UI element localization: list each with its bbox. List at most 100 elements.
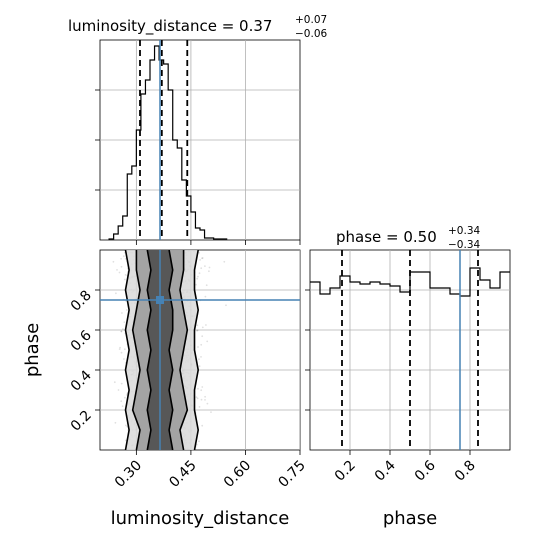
scatter-point	[204, 395, 207, 398]
scatter-point	[201, 424, 204, 427]
x-tick-label: 0.2	[332, 458, 359, 485]
contour-line	[146, 250, 152, 450]
y-tick-label: 0.8	[68, 288, 95, 315]
scatter-point	[120, 257, 122, 260]
xlabel-luminosity: luminosity_distance	[111, 508, 290, 529]
scatter-point	[196, 329, 198, 332]
contour-line	[124, 250, 130, 450]
scatter-point	[117, 389, 120, 391]
scatter-point	[200, 343, 203, 346]
2d-scatter-panel	[95, 250, 301, 455]
phase-histogram-panel	[305, 250, 510, 455]
x-tick-label: 0.6	[412, 457, 439, 484]
histogram-step-luminosity	[108, 45, 228, 240]
contour-line	[193, 250, 200, 450]
xlabel-phase: phase	[383, 508, 437, 529]
scatter-point	[124, 396, 126, 399]
scatter-point	[121, 405, 124, 408]
scatter-point	[208, 266, 211, 269]
scatter-point	[198, 406, 201, 408]
scatter-point	[114, 421, 117, 424]
truth-marker	[156, 296, 164, 304]
x-tick-label: 0.75	[275, 458, 308, 491]
scatter-point	[196, 277, 199, 280]
scatter-point	[208, 270, 210, 273]
title-phase: phase = 0.50	[336, 228, 437, 246]
scatter-point	[121, 312, 123, 314]
contour-line	[131, 250, 141, 450]
scatter-point	[120, 330, 123, 333]
scatter-point	[201, 257, 203, 260]
scatter-point	[200, 267, 203, 270]
scatter-point	[112, 260, 115, 263]
scatter-point	[119, 346, 121, 349]
scatter-point	[205, 324, 207, 326]
scatter-point	[201, 386, 204, 388]
scatter-point	[206, 340, 209, 343]
x-tick-label: 0.30	[112, 458, 145, 491]
x-tick-label: 0.45	[166, 458, 199, 491]
scatter-point	[123, 278, 126, 281]
scatter-point	[204, 265, 206, 267]
scatter-point	[204, 295, 207, 298]
ylabel-phase: phase	[22, 323, 43, 377]
title-luminosity-plus: +0.07	[295, 14, 327, 26]
scatter-point	[124, 274, 127, 276]
scatter-point	[123, 321, 126, 324]
scatter-point	[198, 365, 201, 367]
scatter-point	[118, 271, 121, 274]
scatter-point	[120, 382, 123, 385]
x-tick-label: 0.4	[372, 457, 399, 484]
scatter-point	[122, 255, 125, 258]
scatter-point	[122, 328, 124, 330]
title-luminosity-minus: −0.06	[295, 28, 327, 40]
scatter-inner	[100, 250, 300, 450]
scatter-point	[116, 269, 118, 271]
x-tick-label: 0.60	[221, 458, 254, 491]
scatter-point	[197, 275, 199, 278]
scatter-point	[197, 346, 199, 348]
scatter-point	[198, 440, 200, 443]
scatter-point	[120, 400, 123, 403]
scatter-point	[198, 358, 200, 361]
scatter-point	[196, 397, 199, 400]
scatter-point	[125, 424, 127, 427]
y-tick-label: 0.6	[68, 327, 95, 354]
luminosity-histogram-panel	[95, 40, 301, 245]
title-phase-minus: −0.34	[448, 239, 480, 251]
scatter-point	[223, 260, 226, 263]
scatter-point	[120, 351, 123, 354]
scatter-point	[196, 329, 199, 332]
scatter-point	[204, 399, 206, 401]
y-tick-label: 0.2	[68, 408, 95, 435]
scatter-point	[198, 272, 201, 275]
scatter-point	[200, 389, 203, 392]
title-phase-plus: +0.34	[448, 225, 480, 237]
scatter-point	[120, 265, 123, 268]
scatter-point	[125, 309, 128, 311]
scatter-point	[195, 396, 198, 398]
scatter-point	[195, 283, 197, 286]
scatter-point	[200, 356, 202, 358]
scatter-point	[200, 398, 203, 401]
scatter-point	[206, 402, 209, 405]
scatter-point	[124, 257, 127, 260]
scatter-point	[123, 358, 125, 360]
scatter-point	[196, 324, 199, 327]
scatter-point	[201, 257, 204, 259]
scatter-point	[210, 411, 212, 413]
scatter-point	[201, 326, 204, 329]
scatter-point	[120, 330, 123, 333]
contour-line	[168, 250, 174, 450]
scatter-point	[123, 348, 126, 351]
scatter-point	[205, 284, 208, 287]
scatter-point	[198, 251, 201, 254]
scatter-point	[118, 348, 121, 350]
x-tick-label: 0.8	[452, 458, 479, 485]
y-tick-label: 0.4	[68, 367, 95, 394]
scatter-point	[199, 259, 202, 261]
scatter-point	[115, 292, 117, 295]
scatter-point	[201, 335, 204, 338]
scatter-point	[197, 387, 199, 390]
